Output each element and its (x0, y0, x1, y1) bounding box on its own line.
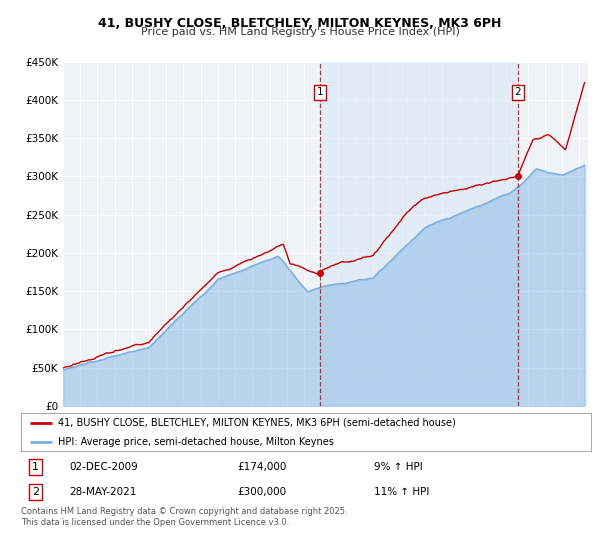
Text: 41, BUSHY CLOSE, BLETCHLEY, MILTON KEYNES, MK3 6PH (semi-detached house): 41, BUSHY CLOSE, BLETCHLEY, MILTON KEYNE… (58, 418, 456, 428)
Text: 2: 2 (514, 87, 521, 97)
Text: 02-DEC-2009: 02-DEC-2009 (70, 462, 138, 472)
Text: 11% ↑ HPI: 11% ↑ HPI (374, 487, 430, 497)
Text: 1: 1 (32, 462, 39, 472)
Text: 28-MAY-2021: 28-MAY-2021 (70, 487, 137, 497)
Text: Contains HM Land Registry data © Crown copyright and database right 2025.
This d: Contains HM Land Registry data © Crown c… (21, 507, 347, 527)
Text: 1: 1 (317, 87, 323, 97)
Text: 2: 2 (32, 487, 39, 497)
Text: £300,000: £300,000 (238, 487, 287, 497)
Text: HPI: Average price, semi-detached house, Milton Keynes: HPI: Average price, semi-detached house,… (58, 437, 334, 447)
Text: Price paid vs. HM Land Registry's House Price Index (HPI): Price paid vs. HM Land Registry's House … (140, 27, 460, 37)
Text: 41, BUSHY CLOSE, BLETCHLEY, MILTON KEYNES, MK3 6PH: 41, BUSHY CLOSE, BLETCHLEY, MILTON KEYNE… (98, 17, 502, 30)
Bar (320, 62, 518, 406)
Text: £174,000: £174,000 (238, 462, 287, 472)
Text: 9% ↑ HPI: 9% ↑ HPI (374, 462, 423, 472)
